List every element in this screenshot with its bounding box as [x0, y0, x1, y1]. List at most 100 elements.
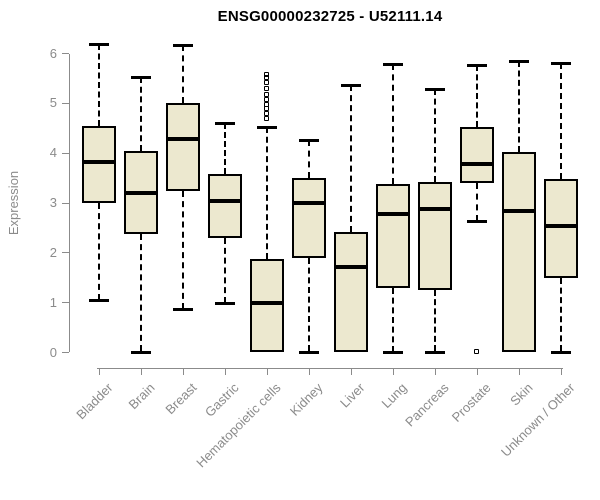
box-breast — [166, 103, 200, 191]
upper-whisker-hematopoietic-cells — [266, 126, 268, 260]
x-tick — [560, 368, 562, 375]
lower-whisker-cap-gastric — [215, 301, 235, 305]
median-breast — [166, 137, 200, 142]
upper-whisker-cap-pancreas — [425, 88, 445, 92]
median-lung — [376, 212, 410, 217]
x-tick — [182, 368, 184, 375]
upper-whisker-cap-lung — [383, 63, 403, 67]
upper-whisker-cap-liver — [341, 83, 361, 87]
median-brain — [124, 191, 158, 196]
upper-whisker-prostate — [476, 64, 478, 127]
median-prostate — [460, 162, 494, 167]
x-tick — [98, 368, 100, 375]
upper-whisker-cap-brain — [131, 76, 151, 80]
lower-whisker-cap-prostate — [467, 220, 487, 224]
median-kidney — [292, 201, 326, 205]
x-tick — [518, 368, 520, 375]
lower-whisker-prostate — [476, 183, 478, 222]
y-tick-label: 0 — [49, 344, 57, 360]
outlier-point-hematopoietic-cells — [264, 86, 269, 92]
upper-whisker-cap-skin — [509, 59, 529, 63]
lower-whisker-cap-lung — [383, 350, 403, 354]
lower-whisker-cap-pancreas — [425, 350, 445, 354]
lower-whisker-lung — [392, 287, 394, 352]
x-tick — [266, 368, 268, 375]
median-hematopoietic-cells — [250, 300, 284, 305]
box-prostate — [460, 126, 494, 184]
outlier-point-hematopoietic-cells — [264, 91, 269, 97]
x-tick — [224, 368, 226, 375]
x-tick — [476, 368, 478, 375]
outlier-point-prostate — [474, 348, 479, 354]
upper-whisker-cap-breast — [173, 44, 193, 48]
upper-whisker-unknown-other — [560, 63, 562, 180]
upper-whisker-pancreas — [434, 89, 436, 182]
upper-whisker-cap-gastric — [215, 122, 235, 126]
lower-whisker-brain — [140, 234, 142, 352]
outlier-point-hematopoietic-cells — [264, 75, 269, 81]
x-tick — [308, 368, 310, 375]
outlier-point-hematopoietic-cells — [264, 101, 269, 107]
upper-whisker-cap-hematopoietic-cells — [257, 125, 277, 129]
median-skin — [502, 208, 536, 213]
y-tick — [62, 202, 69, 204]
upper-whisker-cap-kidney — [299, 138, 319, 142]
lower-whisker-cap-brain — [131, 350, 151, 354]
median-unknown-other — [544, 224, 578, 229]
median-pancreas — [418, 206, 452, 211]
lower-whisker-cap-kidney — [299, 350, 319, 354]
y-tick-label: 1 — [49, 294, 57, 310]
box-lung — [376, 184, 410, 288]
median-gastric — [208, 198, 242, 203]
lower-whisker-pancreas — [434, 290, 436, 352]
x-tick — [350, 368, 352, 375]
lower-whisker-cap-unknown-other — [551, 350, 571, 354]
outlier-point-hematopoietic-cells — [264, 111, 269, 117]
upper-whisker-bladder — [98, 43, 100, 126]
upper-whisker-skin — [518, 60, 520, 152]
upper-whisker-cap-bladder — [89, 42, 109, 46]
y-tick — [62, 53, 69, 55]
box-pancreas — [418, 181, 452, 291]
lower-whisker-unknown-other — [560, 277, 562, 352]
lower-whisker-cap-bladder — [89, 299, 109, 303]
upper-whisker-cap-unknown-other — [551, 62, 571, 66]
lower-whisker-gastric — [224, 237, 226, 303]
box-gastric — [208, 174, 242, 238]
upper-whisker-breast — [182, 45, 184, 104]
box-kidney — [292, 178, 326, 258]
upper-whisker-gastric — [224, 123, 226, 175]
outlier-point-hematopoietic-cells — [264, 106, 269, 112]
lower-whisker-bladder — [98, 203, 100, 301]
lower-whisker-cap-breast — [173, 307, 193, 311]
y-tick-label: 3 — [49, 195, 57, 210]
y-tick-label: 6 — [49, 45, 57, 61]
box-skin — [502, 151, 536, 353]
chart-title: ENSG00000232725 - U52111.14 — [217, 8, 443, 25]
lower-whisker-kidney — [308, 257, 310, 352]
y-axis-label: Expression — [6, 170, 21, 236]
outlier-point-hematopoietic-cells — [264, 71, 269, 77]
upper-whisker-cap-prostate — [467, 63, 487, 67]
y-tick — [62, 302, 69, 304]
y-tick — [62, 102, 69, 104]
upper-whisker-liver — [350, 84, 352, 232]
y-tick-label: 2 — [49, 244, 57, 260]
x-tick — [434, 368, 436, 375]
y-tick-label: 4 — [49, 145, 57, 161]
outlier-point-hematopoietic-cells — [264, 116, 269, 122]
y-tick — [62, 152, 69, 154]
y-tick — [62, 352, 69, 353]
box-liver — [334, 231, 368, 353]
y-tick — [62, 252, 69, 254]
upper-whisker-kidney — [308, 139, 310, 179]
x-tick — [392, 368, 394, 375]
box-hematopoietic-cells — [250, 259, 284, 353]
upper-whisker-brain — [140, 77, 142, 151]
lower-whisker-breast — [182, 190, 184, 309]
outlier-point-hematopoietic-cells — [264, 96, 269, 102]
y-tick-label: 5 — [49, 95, 57, 111]
median-liver — [334, 264, 368, 269]
x-tick — [140, 368, 142, 375]
